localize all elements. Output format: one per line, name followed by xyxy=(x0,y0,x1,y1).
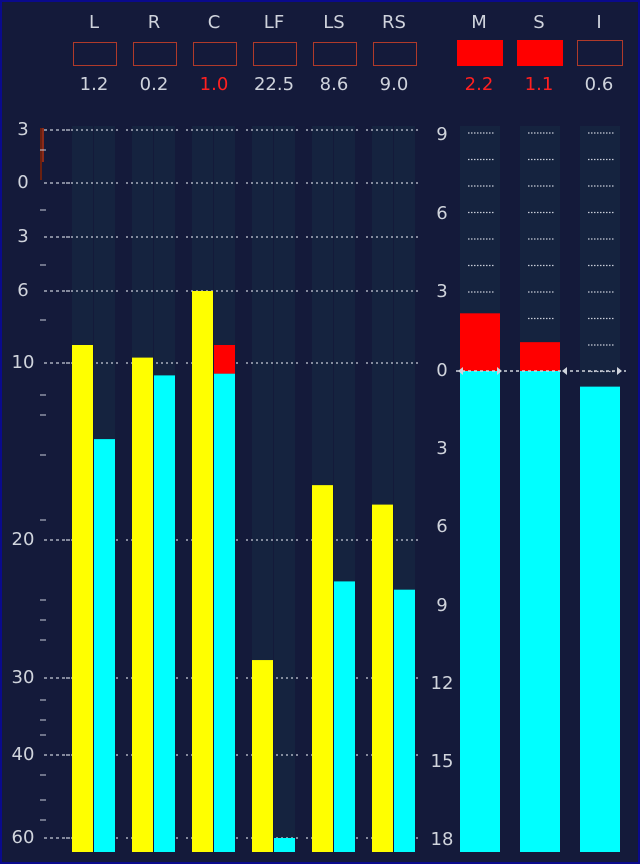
over-indicator-m xyxy=(457,40,503,66)
over-indicator-ls xyxy=(313,42,357,66)
peak-bar-c xyxy=(192,291,213,852)
lufs-bar-m xyxy=(460,371,500,852)
left-scale-label: 3 xyxy=(17,119,29,140)
right-scale-label: 6 xyxy=(436,516,448,538)
over-indicator-l xyxy=(73,42,117,66)
readout-ls: 8.6 xyxy=(319,74,349,95)
rms-bar-r xyxy=(154,375,175,852)
readout-s: 1.1 xyxy=(524,74,554,95)
rms-bar-l xyxy=(94,439,115,852)
over-indicator-lf xyxy=(253,42,297,66)
right-scale-label: 3 xyxy=(436,281,448,303)
zero-arrow-icon xyxy=(617,367,622,375)
peak-bar-l xyxy=(72,345,93,852)
rms-bar-rs xyxy=(394,589,415,852)
right-scale-label: 15 xyxy=(430,750,454,772)
left-scale-label: 40 xyxy=(11,744,35,765)
left-scale-label: 60 xyxy=(11,827,35,848)
over-indicator-i xyxy=(577,40,623,66)
left-scale-label: 3 xyxy=(17,226,29,247)
over-marker-line xyxy=(40,128,42,180)
channel-label-r: R xyxy=(147,12,161,33)
readout-rs: 9.0 xyxy=(379,74,409,95)
right-scale-label: 6 xyxy=(436,202,448,224)
channel-label-i: I xyxy=(596,12,602,33)
rms-bar-ls xyxy=(334,581,355,852)
left-scale-label: 6 xyxy=(17,280,29,301)
readout-c: 1.0 xyxy=(199,74,229,95)
readout-r: 0.2 xyxy=(139,74,169,95)
peak-bar-ls xyxy=(312,485,333,852)
left-scale-label: 10 xyxy=(11,352,35,373)
rms-track xyxy=(274,126,295,852)
lufs-over-s xyxy=(520,342,560,371)
right-scale-label: 12 xyxy=(430,672,454,694)
lufs-over-m xyxy=(460,313,500,371)
peak-bar-lf xyxy=(252,660,273,852)
rms-over-c xyxy=(214,345,235,374)
peak-bar-rs xyxy=(372,504,393,852)
right-scale-label: 18 xyxy=(430,829,454,850)
over-indicator-s xyxy=(517,40,563,66)
right-scale-label: 0 xyxy=(436,360,448,381)
left-scale-label: 0 xyxy=(17,172,29,193)
peak-bar-r xyxy=(132,357,153,852)
channel-label-m: M xyxy=(471,12,487,33)
readout-i: 0.6 xyxy=(584,74,614,95)
rms-bar-lf xyxy=(274,838,295,852)
channel-label-rs: RS xyxy=(382,12,406,33)
readout-lf: 22.5 xyxy=(253,74,295,95)
readout-m: 2.2 xyxy=(464,74,494,95)
readout-l: 1.2 xyxy=(79,74,109,95)
channel-label-l: L xyxy=(88,12,100,33)
over-indicator-c xyxy=(193,42,237,66)
over-indicator-rs xyxy=(373,42,417,66)
zero-arrow-icon xyxy=(562,367,567,375)
zero-arrow-icon xyxy=(458,367,463,375)
left-scale-label: 20 xyxy=(11,529,35,550)
lufs-bar-s xyxy=(520,371,560,852)
channel-label-ls: LS xyxy=(323,12,345,33)
right-scale-label: 3 xyxy=(436,438,448,460)
rms-bar-c xyxy=(214,373,235,852)
right-scale-label: 9 xyxy=(436,124,448,145)
channel-label-lf: LF xyxy=(263,12,285,33)
zero-arrow-icon xyxy=(497,367,502,375)
channel-label-c: C xyxy=(207,12,221,33)
channel-label-s: S xyxy=(533,12,545,33)
right-scale-label: 9 xyxy=(436,594,448,616)
lufs-bar-i xyxy=(580,386,620,852)
left-scale-label: 30 xyxy=(11,667,35,688)
over-indicator-r xyxy=(133,42,177,66)
